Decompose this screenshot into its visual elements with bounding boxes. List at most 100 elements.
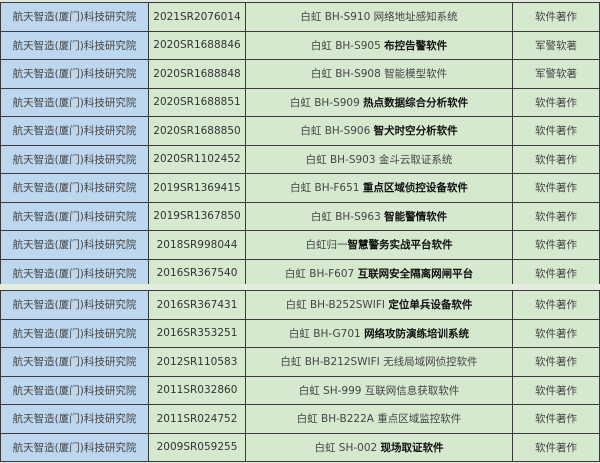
software-name-bold: 网络攻防演练培训系统 (364, 327, 470, 340)
registration-number-cell: 2020SR1688846 (148, 30, 246, 60)
software-name-bold: 布控告警软件 (384, 39, 448, 52)
table-row: 航天智造(厦门)科技研究院 2018SR998044 白虹归一智慧警务实战平台软件软… (0, 230, 600, 260)
copyright-type-cell: 软件著作 (512, 87, 600, 117)
software-name-cell: 白虹 BH-S905 布控告警软件 (245, 30, 513, 60)
registration-number-cell: 2019SR1369415 (148, 173, 246, 203)
registration-number-cell: 2016SR353251 (148, 318, 246, 348)
organization-cell: 航天智造(厦门)科技研究院 (0, 59, 149, 89)
organization-cell: 航天智造(厦门)科技研究院 (0, 30, 149, 60)
software-name-plain: 白虹归一 (305, 239, 348, 252)
software-name-plain: 白虹 BH-G701 (288, 327, 365, 340)
registration-number-cell: 2020SR1688850 (148, 116, 246, 146)
software-name-bold: 智犬时空分析软件 (373, 125, 458, 138)
software-name-bold: 热点数据综合分析软件 (363, 96, 469, 109)
registration-number-cell: 2009SR059255 (148, 432, 246, 462)
software-name-cell: 白虹 BH-S903 金斗云取证系统 (245, 144, 513, 174)
table-row: 航天智造(厦门)科技研究院 2020SR1688851 白虹 BH-S909 热点数… (0, 87, 600, 117)
software-name-cell: 白虹 BH-S908 智能模型软件 (245, 59, 513, 89)
table-row: 航天智造(厦门)科技研究院 2020SR1688848 白虹 BH-S908 智能模… (0, 59, 600, 89)
organization-cell: 航天智造(厦门)科技研究院 (0, 87, 149, 117)
copyright-type-cell: 软件著作 (512, 258, 600, 288)
organization-cell: 航天智造(厦门)科技研究院 (0, 144, 149, 174)
copyright-type-cell: 软件著作 (512, 290, 600, 320)
registration-number-cell: 2019SR1367850 (148, 201, 246, 231)
software-name-plain: 白虹 BH-B252SWIFI (285, 299, 389, 312)
copyright-type-cell: 软件著作 (512, 144, 600, 174)
software-name-plain: 白虹 BH-S910 网络地址感知系统 (300, 11, 458, 24)
copyright-type-cell: 软件著作 (512, 432, 600, 462)
copyright-type-cell: 软件著作 (512, 404, 600, 434)
software-name-bold: 互联网安全隔离网闸平台 (357, 267, 474, 280)
table-row: 航天智造(厦门)科技研究院 2020SR1102452 白虹 BH-S903 金斗云… (0, 144, 600, 174)
registration-number-cell: 2011SR024752 (148, 404, 246, 434)
organization-cell: 航天智造(厦门)科技研究院 (0, 404, 149, 434)
registration-number-cell: 2020SR1102452 (148, 144, 246, 174)
copyright-type-cell: 军警软著 (512, 59, 600, 89)
table-gap (0, 284, 600, 290)
organization-cell: 航天智造(厦门)科技研究院 (0, 2, 149, 32)
table-row: 航天智造(厦门)科技研究院 2016SR367431 白虹 BH-B252SWIFI… (0, 290, 600, 320)
table-row: 航天智造(厦门)科技研究院 2021SR2076014 白虹 BH-S910 网络地… (0, 2, 600, 32)
table-row: 航天智造(厦门)科技研究院 2011SR032860 白虹 SH-999 互联网信息… (0, 375, 600, 405)
software-copyright-table-2: 航天智造(厦门)科技研究院 2016SR367431 白虹 BH-B252SWIFI… (0, 290, 600, 462)
software-name-plain: 白虹 SH-999 互联网信息获取软件 (298, 384, 460, 397)
software-name-cell: 白虹 BH-B222A 重点区域监控软件 (245, 404, 513, 434)
software-name-cell: 白虹 BH-S910 网络地址感知系统 (245, 2, 513, 32)
software-copyright-table-1: 航天智造(厦门)科技研究院 2021SR2076014 白虹 BH-S910 网络地… (0, 2, 600, 288)
copyright-type-cell: 军警软著 (512, 30, 600, 60)
table-row: 航天智造(厦门)科技研究院 2020SR1688846 白虹 BH-S905 布控告… (0, 30, 600, 60)
software-name-cell: 白虹 SH-999 互联网信息获取软件 (245, 375, 513, 405)
organization-cell: 航天智造(厦门)科技研究院 (0, 290, 149, 320)
organization-cell: 航天智造(厦门)科技研究院 (0, 201, 149, 231)
copyright-type-cell: 软件著作 (512, 116, 600, 146)
organization-cell: 航天智造(厦门)科技研究院 (0, 347, 149, 377)
registration-number-cell: 2016SR367431 (148, 290, 246, 320)
software-name-plain: 白虹 BH-F607 (284, 267, 358, 280)
copyright-type-cell: 软件著作 (512, 201, 600, 231)
copyright-type-cell: 软件著作 (512, 375, 600, 405)
registration-number-cell: 2020SR1688848 (148, 59, 246, 89)
copyright-type-cell: 软件著作 (512, 173, 600, 203)
copyright-type-cell: 软件著作 (512, 230, 600, 260)
software-name-plain: 白虹 BH-S903 金斗云取证系统 (305, 153, 453, 166)
software-name-plain: 白虹 BH-S909 (289, 96, 364, 109)
software-name-cell: 白虹 BH-B252SWIFI 定位单兵设备软件 (245, 290, 513, 320)
registration-number-cell: 2011SR032860 (148, 375, 246, 405)
table-row: 航天智造(厦门)科技研究院 2016SR353251 白虹 BH-G701 网络攻防… (0, 318, 600, 348)
software-name-plain: 白虹 BH-B212SWIFI 无线局域网侦控软件 (280, 356, 478, 369)
software-name-plain: 白虹 BH-B222A 重点区域监控软件 (296, 413, 462, 426)
software-name-cell: 白虹 BH-B212SWIFI 无线局域网侦控软件 (245, 347, 513, 377)
software-name-cell: 白虹 SH-002 现场取证软件 (245, 432, 513, 462)
copyright-type-cell: 软件著作 (512, 2, 600, 32)
software-name-bold: 重点区域侦控设备软件 (362, 182, 468, 195)
software-name-plain: 白虹 BH-S908 智能模型软件 (310, 68, 448, 81)
software-name-cell: 白虹 BH-S963 智能警情软件 (245, 201, 513, 231)
organization-cell: 航天智造(厦门)科技研究院 (0, 432, 149, 462)
organization-cell: 航天智造(厦门)科技研究院 (0, 318, 149, 348)
software-name-plain: 白虹 BH-S905 (310, 39, 385, 52)
registration-number-cell: 2020SR1688851 (148, 87, 246, 117)
organization-cell: 航天智造(厦门)科技研究院 (0, 230, 149, 260)
software-name-cell: 白虹 BH-F651 重点区域侦控设备软件 (245, 173, 513, 203)
software-name-plain: 白虹 BH-F651 (290, 182, 363, 195)
software-name-cell: 白虹 BH-S909 热点数据综合分析软件 (245, 87, 513, 117)
organization-cell: 航天智造(厦门)科技研究院 (0, 375, 149, 405)
table-row: 航天智造(厦门)科技研究院 2012SR110583 白虹 BH-B212SWIFI… (0, 347, 600, 377)
software-name-bold: 定位单兵设备软件 (388, 299, 473, 312)
table-row: 航天智造(厦门)科技研究院 2011SR024752 白虹 BH-B222A 重点区… (0, 404, 600, 434)
copyright-type-cell: 软件著作 (512, 347, 600, 377)
copyright-type-cell: 软件著作 (512, 318, 600, 348)
table-row: 航天智造(厦门)科技研究院 2020SR1688850 白虹 BH-S906 智犬时… (0, 116, 600, 146)
software-name-cell: 白虹归一智慧警务实战平台软件 (245, 230, 513, 260)
software-name-bold: 现场取证软件 (380, 441, 444, 454)
software-name-bold: 智慧警务实战平台软件 (347, 239, 453, 252)
software-name-plain: 白虹 BH-S963 (310, 210, 385, 223)
software-name-plain: 白虹 BH-S906 (300, 125, 374, 138)
software-name-bold: 智能警情软件 (384, 210, 448, 223)
registration-number-cell: 2018SR998044 (148, 230, 246, 260)
software-name-cell: 白虹 BH-G701 网络攻防演练培训系统 (245, 318, 513, 348)
registration-number-cell: 2021SR2076014 (148, 2, 246, 32)
software-name-cell: 白虹 BH-S906 智犬时空分析软件 (245, 116, 513, 146)
table-row: 航天智造(厦门)科技研究院 2019SR1369415 白虹 BH-F651 重点区… (0, 173, 600, 203)
organization-cell: 航天智造(厦门)科技研究院 (0, 116, 149, 146)
